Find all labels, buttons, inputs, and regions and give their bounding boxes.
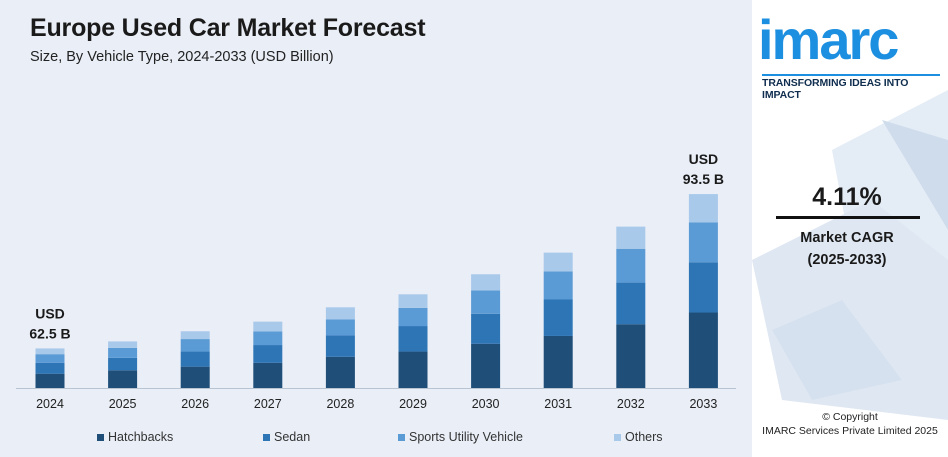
legend-suv: Sports Utility Vehicle — [398, 430, 523, 444]
bar-segment-hatchbacks-2033 — [688, 312, 718, 388]
x-tick-label-2029: 2029 — [399, 397, 427, 411]
bar-segment-others-2030 — [471, 274, 501, 291]
bar-segment-hatchbacks-2028 — [325, 356, 355, 388]
legend-label-others: Others — [625, 430, 663, 444]
cagr-label: Market CAGR — [800, 230, 894, 246]
brand-panel — [752, 0, 948, 457]
data-label-2024-line2: 62.5 B — [29, 325, 70, 341]
bar-segment-hatchbacks-2030 — [471, 343, 501, 388]
data-label-2024-line1: USD — [35, 305, 65, 321]
cagr-value: 4.11% — [812, 183, 882, 211]
bar-segment-others-2024 — [35, 348, 65, 355]
bar-segment-sedan-2029 — [398, 326, 428, 352]
bar-segment-sports-utility-vehicle-2033 — [688, 222, 718, 263]
legend-hatchbacks: Hatchbacks — [97, 430, 173, 444]
bar-segment-hatchbacks-2025 — [108, 370, 138, 388]
legend-swatch-suv — [398, 433, 405, 441]
bar-segment-sedan-2026 — [180, 351, 210, 367]
legend-swatch-others — [614, 433, 621, 441]
bar-segment-sedan-2030 — [471, 313, 501, 344]
bar-segment-sports-utility-vehicle-2028 — [325, 319, 355, 336]
bar-segment-sports-utility-vehicle-2027 — [253, 331, 283, 346]
bar-segment-others-2027 — [253, 321, 283, 332]
company-text: IMARC Services Private Limited 2025 — [762, 425, 938, 437]
stacked-bar-chart: 2024 USD 62.5 B 2025 2026 2027 2028 2029 2030 203… — [16, 151, 736, 411]
bar-segment-sedan-2025 — [108, 357, 138, 371]
bar-segment-others-2028 — [325, 307, 355, 320]
legend-label-suv: Sports Utility Vehicle — [409, 430, 523, 444]
chart-subtitle: Size, By Vehicle Type, 2024-2033 (USD Bi… — [30, 49, 334, 65]
x-tick-label-2024: 2024 — [36, 397, 64, 411]
brand-tagline: TRANSFORMING IDEAS INTO IMPACT — [762, 77, 909, 101]
cagr-period: (2025-2033) — [807, 252, 887, 268]
decorative-background — [752, 90, 948, 420]
data-label-2033-line1: USD — [689, 151, 719, 167]
bar-segment-sports-utility-vehicle-2024 — [35, 354, 65, 363]
data-label-2033-line2: 93.5 B — [683, 171, 724, 187]
bar-segment-sedan-2027 — [253, 345, 283, 363]
bar-segment-sports-utility-vehicle-2030 — [471, 290, 501, 314]
x-tick-label-2033: 2033 — [689, 397, 717, 411]
x-tick-label-2028: 2028 — [326, 397, 354, 411]
bar-segment-hatchbacks-2024 — [35, 373, 65, 388]
legend-label-sedan: Sedan — [274, 430, 311, 444]
copyright-text: © Copyright — [822, 411, 878, 423]
bar-segment-sedan-2024 — [35, 362, 65, 374]
x-tick-label-2027: 2027 — [254, 397, 282, 411]
bar-segment-sedan-2033 — [688, 262, 718, 313]
bar-segment-others-2025 — [108, 341, 138, 348]
logo-divider — [762, 74, 940, 76]
x-tick-label-2030: 2030 — [472, 397, 500, 411]
bar-segment-sports-utility-vehicle-2029 — [398, 307, 428, 327]
bar-segment-others-2033 — [688, 194, 718, 223]
bar-segment-others-2032 — [616, 226, 646, 249]
legend-sedan: Sedan — [263, 430, 310, 444]
bar-segment-hatchbacks-2032 — [616, 324, 646, 388]
bar-segment-sedan-2031 — [543, 299, 573, 336]
bar-segment-others-2031 — [543, 252, 573, 272]
legend-swatch-sedan — [263, 433, 270, 441]
x-tick-label-2031: 2031 — [544, 397, 572, 411]
x-tick-label-2032: 2032 — [617, 397, 645, 411]
bar-segment-hatchbacks-2026 — [180, 366, 210, 388]
imarc-logo: imarc — [758, 8, 899, 71]
bar-segment-hatchbacks-2031 — [543, 335, 573, 388]
bar-segment-hatchbacks-2029 — [398, 351, 428, 388]
chart-title: Europe Used Car Market Forecast — [30, 14, 426, 42]
bar-segment-sports-utility-vehicle-2032 — [616, 248, 646, 283]
legend-label-hatchbacks: Hatchbacks — [108, 430, 174, 444]
legend-others: Others — [614, 430, 663, 444]
bar-segment-sports-utility-vehicle-2026 — [180, 339, 210, 352]
bar-segment-sports-utility-vehicle-2031 — [543, 271, 573, 300]
bar-segment-others-2029 — [398, 294, 428, 308]
legend-swatch-hatchbacks — [97, 433, 104, 441]
bar-segment-others-2026 — [180, 331, 210, 340]
bar-segment-sports-utility-vehicle-2025 — [108, 347, 138, 358]
bar-segment-sedan-2028 — [325, 335, 355, 357]
bar-segment-sedan-2032 — [616, 282, 646, 325]
bar-segment-hatchbacks-2027 — [253, 362, 283, 388]
x-tick-label-2025: 2025 — [109, 397, 137, 411]
x-tick-label-2026: 2026 — [181, 397, 209, 411]
cagr-divider — [776, 216, 920, 219]
